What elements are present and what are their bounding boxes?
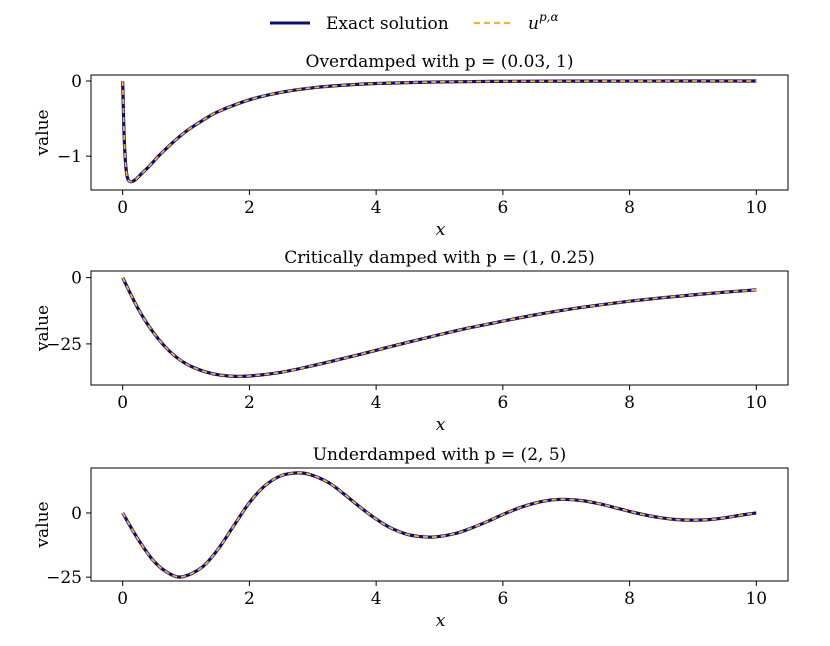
legend-label-approx: up,α xyxy=(528,10,559,34)
y-tick-label: 0 xyxy=(71,269,82,289)
panel-title: Underdamped with p = (2, 5) xyxy=(313,445,567,465)
y-tick-label: 0 xyxy=(71,72,82,92)
y-axis-label: value xyxy=(33,305,53,352)
panel-title: Overdamped with p = (0.03, 1) xyxy=(306,52,574,72)
axes-frame xyxy=(90,74,789,191)
axes-frame xyxy=(90,467,789,582)
panel-title: Critically damped with p = (1, 0.25) xyxy=(284,248,595,268)
axes-frame xyxy=(90,270,789,386)
x-tick-label: 6 xyxy=(497,198,508,218)
legend-label-approx-sup: p,α xyxy=(539,10,559,24)
panel-3: Underdamped with p = (2, 5) 0 2 4 6 8 10 0 −25 x v… xyxy=(33,445,789,631)
x-tick-label: 2 xyxy=(244,198,255,218)
legend: Exact solution up,α xyxy=(270,10,559,34)
x-tick-label: 10 xyxy=(745,198,767,218)
x-tick-label: 8 xyxy=(624,589,635,609)
y-tick-label: −25 xyxy=(46,568,82,588)
series-line-exact xyxy=(121,276,757,379)
x-tick-label: 8 xyxy=(624,198,635,218)
y-tick-label: −25 xyxy=(46,335,82,355)
series-line-approx xyxy=(121,277,757,378)
panel-title-prefix: Critically damped with xyxy=(284,248,486,268)
legend-label-exact: Exact solution xyxy=(326,14,449,34)
series-line-exact xyxy=(121,471,757,579)
x-tick-label: 2 xyxy=(244,393,255,413)
panel-2: Critically damped with p = (1, 0.25) 0 2 4 6… xyxy=(33,248,789,435)
panel-title-math: p = (1, 0.25) xyxy=(486,248,595,268)
y-tick-label: 0 xyxy=(71,504,82,524)
panel-title-prefix: Underdamped with xyxy=(313,445,485,465)
series-line-approx xyxy=(121,471,757,578)
panel-title-math: p = (2, 5) xyxy=(485,445,567,465)
x-tick-label: 6 xyxy=(497,393,508,413)
y-axis-label: value xyxy=(33,501,53,548)
x-tick-label: 10 xyxy=(745,393,767,413)
x-tick-label: 4 xyxy=(371,198,382,218)
x-tick-label: 0 xyxy=(117,198,128,218)
legend-label-approx-base: u xyxy=(528,14,539,34)
x-tick-label: 0 xyxy=(117,393,128,413)
x-tick-label: 10 xyxy=(745,589,767,609)
y-axis-label: value xyxy=(33,109,53,156)
x-axis-label: x xyxy=(436,415,446,435)
x-axis-label: x xyxy=(436,611,446,631)
x-tick-label: 4 xyxy=(371,393,382,413)
panel-title-math: p = (0.03, 1) xyxy=(465,52,574,72)
series-line-exact xyxy=(121,79,757,184)
x-axis-label: x xyxy=(436,220,446,240)
x-tick-label: 6 xyxy=(497,589,508,609)
panel-1: Overdamped with p = (0.03, 1) 0 2 4 6 8 10 0 −1 x… xyxy=(33,52,789,240)
x-tick-label: 2 xyxy=(244,589,255,609)
x-tick-label: 8 xyxy=(624,393,635,413)
x-tick-label: 4 xyxy=(371,589,382,609)
y-tick-label: −1 xyxy=(57,147,82,167)
x-tick-label: 0 xyxy=(117,589,128,609)
panels: Overdamped with p = (0.03, 1) 0 2 4 6 8 10 0 −1 x… xyxy=(33,52,789,631)
series-line-approx xyxy=(121,80,757,183)
panel-title-prefix: Overdamped with xyxy=(306,52,465,72)
